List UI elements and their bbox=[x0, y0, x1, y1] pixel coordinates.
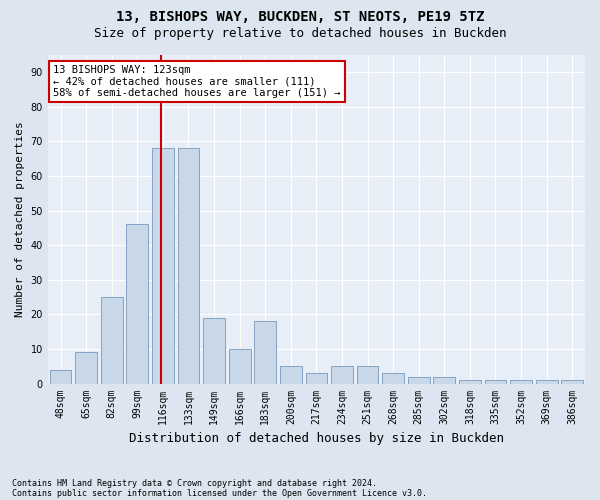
Bar bbox=[433, 376, 455, 384]
Bar bbox=[280, 366, 302, 384]
Bar bbox=[254, 322, 276, 384]
Bar bbox=[229, 349, 251, 384]
Bar bbox=[305, 373, 327, 384]
Bar bbox=[408, 376, 430, 384]
Bar bbox=[101, 297, 122, 384]
X-axis label: Distribution of detached houses by size in Buckden: Distribution of detached houses by size … bbox=[129, 432, 504, 445]
Bar bbox=[331, 366, 353, 384]
Bar bbox=[75, 352, 97, 384]
Text: Size of property relative to detached houses in Buckden: Size of property relative to detached ho… bbox=[94, 28, 506, 40]
Bar bbox=[203, 318, 225, 384]
Bar bbox=[562, 380, 583, 384]
Bar bbox=[382, 373, 404, 384]
Text: Contains HM Land Registry data © Crown copyright and database right 2024.: Contains HM Land Registry data © Crown c… bbox=[12, 478, 377, 488]
Bar bbox=[178, 148, 199, 384]
Text: 13 BISHOPS WAY: 123sqm
← 42% of detached houses are smaller (111)
58% of semi-de: 13 BISHOPS WAY: 123sqm ← 42% of detached… bbox=[53, 65, 341, 98]
Bar bbox=[459, 380, 481, 384]
Bar bbox=[485, 380, 506, 384]
Text: 13, BISHOPS WAY, BUCKDEN, ST NEOTS, PE19 5TZ: 13, BISHOPS WAY, BUCKDEN, ST NEOTS, PE19… bbox=[116, 10, 484, 24]
Bar bbox=[127, 224, 148, 384]
Text: Contains public sector information licensed under the Open Government Licence v3: Contains public sector information licen… bbox=[12, 488, 427, 498]
Y-axis label: Number of detached properties: Number of detached properties bbox=[15, 122, 25, 317]
Bar bbox=[536, 380, 557, 384]
Bar bbox=[152, 148, 174, 384]
Bar bbox=[510, 380, 532, 384]
Bar bbox=[50, 370, 71, 384]
Bar bbox=[356, 366, 379, 384]
